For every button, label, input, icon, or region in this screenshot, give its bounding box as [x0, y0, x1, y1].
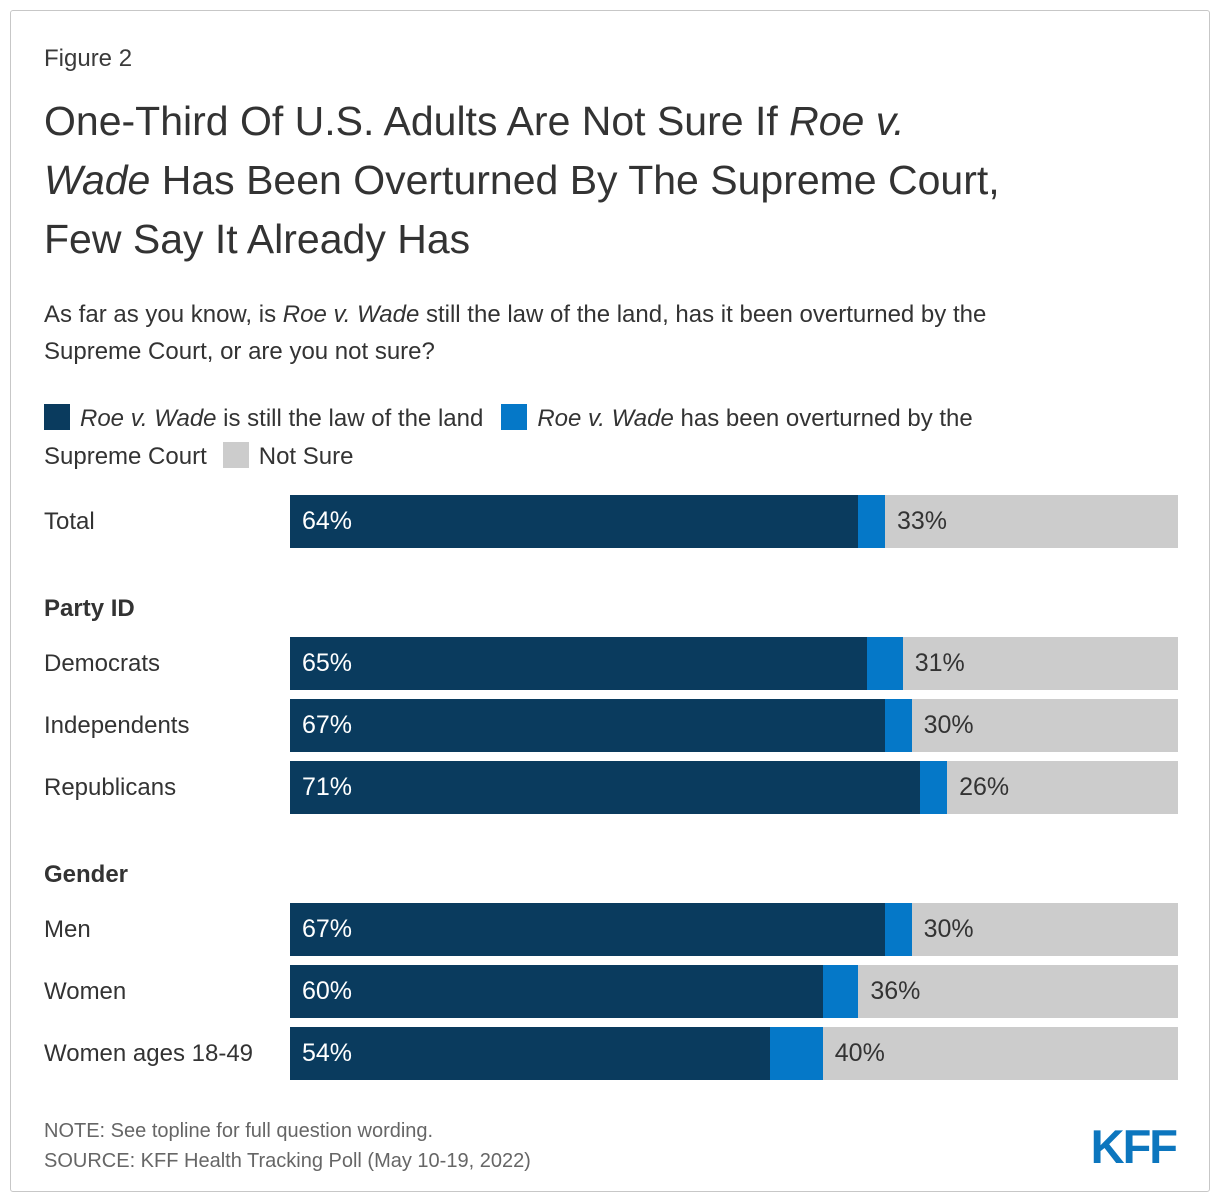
segment-value: 64%: [302, 507, 353, 536]
segment-value: 71%: [302, 773, 353, 802]
row-label: Democrats: [44, 649, 161, 677]
bar-segment-not-sure: 33%: [884, 495, 1178, 549]
row-label: Republicans: [44, 773, 177, 801]
segment-value: 36%: [870, 977, 921, 1006]
segment-value: 33%: [896, 507, 947, 536]
row-label: Women: [44, 977, 127, 1005]
row-label: Total: [44, 507, 95, 535]
segment-value: 30%: [923, 711, 974, 740]
bar-segment-law-of-land: 65%: [290, 637, 868, 691]
bar-segment-overturned: [884, 699, 912, 753]
stacked-bar: 67% 30%: [290, 903, 1178, 957]
bar-segment-law-of-land: 67%: [290, 903, 885, 957]
bar-segment-law-of-land: 71%: [290, 761, 921, 815]
bar-segment-overturned: [884, 903, 912, 957]
figure-title: One-Third Of U.S. Adults Are Not Sure If…: [44, 98, 1000, 262]
stacked-bar: 54% 40%: [290, 1027, 1178, 1081]
legend-label-overturned: Roe v. Wade has been overturned by the Su…: [44, 405, 973, 471]
segment-value: 30%: [923, 915, 974, 944]
legend-swatch-not-sure: [222, 442, 249, 469]
segment-value: 60%: [302, 977, 353, 1006]
chart-group-party-id: Party ID Democrats 65% 31% Independents …: [44, 594, 1178, 815]
group-header: Party ID: [44, 595, 135, 623]
stacked-bar: 64% 33%: [290, 495, 1178, 549]
bar-segment-overturned: [920, 761, 948, 815]
kff-logo: KFF: [1090, 1119, 1178, 1173]
chart-row: Total 64% 33%: [44, 495, 1178, 549]
segment-value: 40%: [834, 1039, 885, 1068]
bar-segment-overturned: [822, 965, 859, 1019]
bar-segment-law-of-land: 67%: [290, 699, 885, 753]
figure-footer: NOTE: See topline for full question word…: [44, 1116, 1178, 1176]
figure-subtitle: As far as you know, is Roe v. Wade still…: [44, 301, 987, 366]
chart-row: Women 60% 36%: [44, 965, 1178, 1019]
segment-value: 54%: [302, 1039, 353, 1068]
legend-label-not-sure: Not Sure: [258, 443, 354, 471]
chart-row: Republicans 71% 26%: [44, 761, 1178, 815]
footer-notes: NOTE: See topline for full question word…: [44, 1116, 531, 1176]
group-header: Gender: [44, 861, 129, 889]
bar-segment-law-of-land: 60%: [290, 965, 823, 1019]
stacked-bar: 65% 31%: [290, 637, 1178, 691]
bar-segment-not-sure: 30%: [911, 903, 1178, 957]
chart-legend: Roe v. Wade is still the law of the land…: [44, 400, 1178, 476]
figure-card: Figure 2 One-Third Of U.S. Adults Are No…: [10, 10, 1210, 1192]
legend-swatch-law-of-land: [44, 404, 70, 431]
chart-group-total: Total 64% 33%: [44, 495, 1178, 549]
chart-row: Men 67% 30%: [44, 903, 1178, 957]
segment-value: 67%: [302, 915, 353, 944]
bar-segment-overturned: [858, 495, 885, 549]
figure-label: Figure 2: [44, 45, 133, 72]
bar-segment-overturned: [769, 1027, 823, 1081]
bar-segment-overturned: [867, 637, 903, 691]
legend-swatch-overturned: [501, 404, 528, 431]
segment-value: 65%: [302, 649, 353, 678]
segment-value: 67%: [302, 711, 353, 740]
bar-segment-law-of-land: 54%: [290, 1027, 770, 1081]
note-line: NOTE: See topline for full question word…: [44, 1120, 434, 1143]
chart-row: Democrats 65% 31%: [44, 637, 1178, 691]
bar-segment-law-of-land: 64%: [290, 495, 859, 549]
row-label: Men: [44, 915, 91, 943]
row-label: Women ages 18-49: [44, 1039, 254, 1067]
bar-segment-not-sure: 31%: [902, 637, 1178, 691]
stacked-bar: 60% 36%: [290, 965, 1178, 1019]
legend-label-law-of-land: Roe v. Wade is still the law of the land: [80, 405, 484, 433]
bar-segment-not-sure: 36%: [858, 965, 1178, 1019]
chart-row: Women ages 18-49 54% 40%: [44, 1027, 1178, 1081]
chart-row: Independents 67% 30%: [44, 699, 1178, 753]
stacked-bar: 67% 30%: [290, 699, 1178, 753]
source-line: SOURCE: KFF Health Tracking Poll (May 10…: [44, 1150, 531, 1173]
segment-value: 31%: [914, 649, 965, 678]
bar-segment-not-sure: 40%: [822, 1027, 1178, 1081]
stacked-bar-chart: Total 64% 33% Party ID Democrats 65% 31%: [44, 495, 1178, 1081]
bar-segment-not-sure: 30%: [911, 699, 1178, 753]
segment-value: 26%: [959, 773, 1010, 802]
chart-group-gender: Gender Men 67% 30% Women 60% 36%: [44, 860, 1178, 1081]
row-label: Independents: [44, 711, 190, 739]
bar-segment-not-sure: 26%: [947, 761, 1178, 815]
stacked-bar: 71% 26%: [290, 761, 1178, 815]
